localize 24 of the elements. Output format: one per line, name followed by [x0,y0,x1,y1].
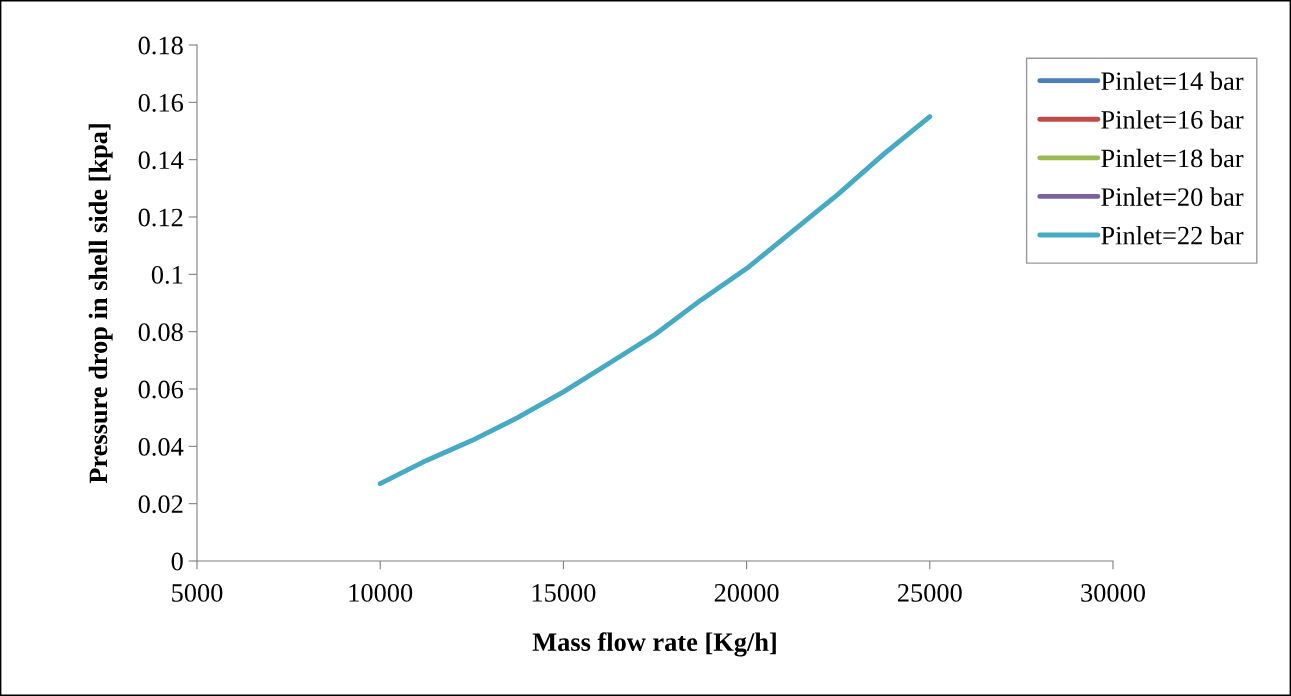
y-tick-label: 0.1 [151,265,183,284]
legend-label: Pinlet=22 bar [1101,225,1244,245]
y-tick-label: 0.16 [138,93,184,112]
x-axis-title: Mass flow rate [Kg/h] [532,632,776,657]
x-tick-label: 20000 [714,583,779,602]
legend-label: Pinlet=16 bar [1101,110,1244,129]
x-tick-label: 15000 [532,583,596,602]
y-tick-label: 0 [171,552,183,571]
legend-label: Pinlet=18 bar [1101,148,1244,168]
line-series [377,114,933,487]
x-tick-label: 5000 [172,583,223,602]
y-tick-label: 0.06 [138,380,184,399]
y-tick-label: 0.12 [138,208,183,227]
legend-label: Pinlet=20 bar [1101,187,1244,206]
legend-label: Pinlet=14 bar [1101,71,1244,91]
y-tick-label: 0.14 [138,151,184,170]
x-tick-label: 25000 [897,583,962,602]
y-tick-label: 0.04 [138,437,184,456]
y-tick-label: 0.08 [138,323,183,342]
y-tick-label: 0.02 [138,495,183,514]
y-tick-label: 0.18 [138,36,183,55]
y-axis-title: Pressure drop in shell side [kpa] [88,124,113,484]
x-tick-label: 10000 [349,583,413,602]
x-tick-label: 30000 [1081,583,1145,602]
